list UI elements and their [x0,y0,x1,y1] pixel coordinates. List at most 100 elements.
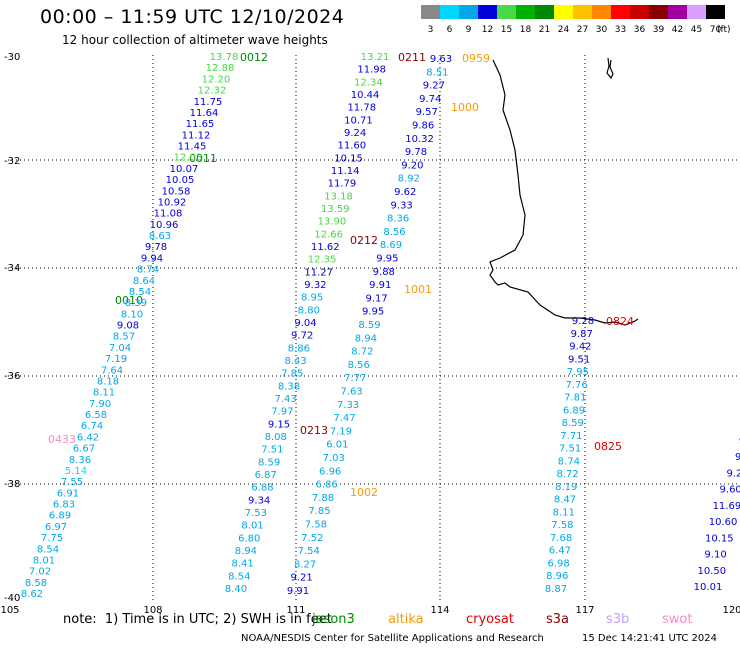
pass-id-label: 0211 [398,51,426,64]
swh-value: 12.32 [198,86,227,97]
swh-value: 10.15 [705,533,734,544]
longitude-label: 117 [575,605,594,616]
track-east-edge: 9 9 9.2 9.60 11.69 10.60 10.15 9.10 10.50 10.01 [694,436,740,593]
swh-value: 7.53 [245,508,267,519]
legend-swatch [611,5,630,19]
swh-value: 8.40 [225,584,247,595]
latitude-label: -36 [4,371,20,382]
swh-value: 8.63 [149,231,171,242]
swh-value: 7.77 [344,373,366,384]
swh-value: 7.97 [271,407,293,418]
swh-value: 7.75 [41,533,63,544]
swh-value: 8.47 [554,495,576,506]
satellite-legend: jason3 altika cryosat s3a s3b swot [312,612,702,627]
swh-value: 9.24 [344,128,366,139]
track-0211-0213: 13.2111.9812.3410.4411.7810.719.2411.601… [225,52,389,595]
swh-value: 7.52 [301,533,323,544]
pass-id-label: 0825 [594,440,622,453]
swh-value: 11.60 [338,141,367,152]
swh-value: 9.21 [290,573,312,584]
swh-value: 13.21 [361,52,390,63]
swh-value: 6.89 [563,405,585,416]
legend-swatch [478,5,497,19]
swh-value: 9.28 [572,316,594,327]
swh-value: 7.51 [261,445,283,456]
satellite-jason3: jason3 [312,612,355,627]
swh-value: 6.96 [319,466,341,477]
swh-value: 6.42 [77,432,99,443]
swh-value: 7.81 [564,393,586,404]
swh-value: 7.63 [340,387,362,398]
swh-value: 9.60 [720,485,740,496]
swh-value: 9.87 [571,329,593,340]
swh-value: 5.14 [65,466,87,477]
swh-value: 7.55 [61,477,83,488]
pass-id-label: 0433 [48,433,76,446]
track-0824-0825: 9.28 9.87 9.429.51 7.95 7.76 7.816.89 8.59 7.71… [545,316,594,595]
swh-value: 7.76 [565,380,587,391]
swh-value: 8.74 [558,456,580,467]
legend-label: 70 [710,25,722,35]
swh-value: 13.59 [321,204,350,215]
swh-value: 9.04 [294,318,316,329]
satellite-s3b: s3b [606,612,630,627]
swh-value: 11.78 [347,103,376,114]
latitude-label: -38 [4,479,20,490]
swh-value: 12.20 [202,74,231,85]
swh-value: 9.95 [376,254,398,265]
swh-value: 7.90 [89,399,111,410]
legend-swatch [706,5,725,19]
swh-value: 9.10 [704,550,726,561]
swh-value: 6.97 [45,522,67,533]
legend-label: 18 [520,25,532,35]
credit-line: NOAA/NESDIS Center for Satellite Applica… [241,633,544,644]
swh-value: 9.86 [412,121,434,132]
swh-value: 6.88 [251,483,273,494]
swh-value: 8.43 [284,356,306,367]
latitude-label: -40 [4,593,20,604]
swh-value: 12.35 [308,255,337,266]
swh-value: 8.36 [387,214,409,225]
color-scale-legend: 3 6 9 12 15 18 21 24 27 30 33 36 39 42 45 70(ft) [421,5,731,35]
swh-value: 9.2 [726,468,740,479]
swh-value: 9.17 [366,293,388,304]
island-coast [606,57,614,80]
swh-value: 9.78 [145,242,167,253]
swh-value: 7.58 [551,520,573,531]
swh-value: 10.32 [405,134,434,145]
swh-value: 12.88 [206,63,235,74]
legend-label: 24 [558,25,570,35]
swh-value: 6.87 [255,470,277,481]
legend-label: 45 [691,25,702,35]
legend-label: 21 [539,25,550,35]
legend-label: 36 [634,25,646,35]
swh-value: 8.39 [125,298,147,309]
swh-value: 9.27 [423,81,445,92]
swh-value: 11.14 [331,166,360,177]
pass-id-label: 0959 [462,52,490,65]
pass-id-label: 1001 [404,283,432,296]
longitude-label: 108 [143,605,162,616]
swh-value: 10.50 [697,566,726,577]
swh-value: 11.45 [178,142,207,153]
swh-value: 7.33 [337,400,359,411]
swh-value: 9.51 [568,354,590,365]
satellite-altika: altika [388,612,424,627]
pass-id-label: 0012 [240,51,268,64]
swh-value: 11.69 [713,501,740,512]
swh-value: 8.80 [298,305,320,316]
swh-value: 11.12 [182,130,211,141]
swh-value: 9.62 [394,187,416,198]
footnote: note: 1) Time is in UTC; 2) SWH is in fe… [63,612,332,627]
legend-swatch [421,5,440,19]
pass-id-label: 1000 [451,101,479,114]
swh-value: 9.57 [416,107,438,118]
swh-value: 6.74 [81,421,103,432]
swh-value: 11.62 [311,242,340,253]
swh-value: 6.91 [57,488,79,499]
swh-value: 8.54 [228,571,250,582]
legend-label: 42 [672,25,683,35]
swh-value: 8.59 [258,457,280,468]
legend-label: 30 [596,25,608,35]
